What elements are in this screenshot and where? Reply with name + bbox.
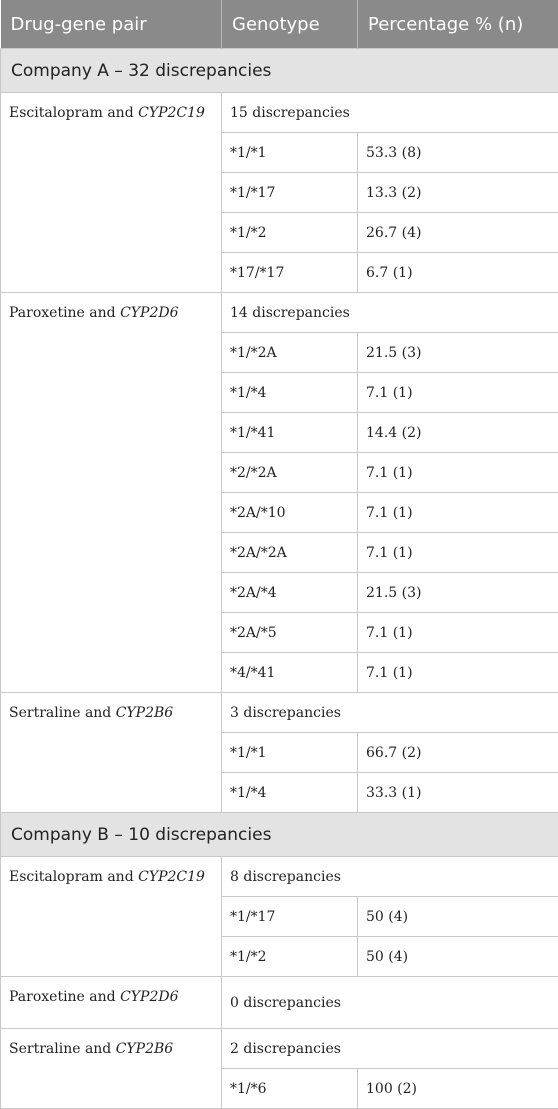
discrepancy-count: 14 discrepancies bbox=[222, 293, 558, 333]
drug-gene-pair-cell: Escitalopram and CYP2C19 bbox=[1, 857, 222, 977]
drug-gene-pair-row: Sertraline and CYP2B6 3 discrepancies bbox=[1, 693, 558, 733]
gene-name: CYP2B6 bbox=[116, 1041, 173, 1057]
genotype-cell: *17/*17 bbox=[222, 253, 358, 293]
drug-name: Sertraline and bbox=[9, 1041, 116, 1057]
section-header-row: Company B – 10 discrepancies bbox=[1, 813, 558, 857]
genotype-cell: *1/*4 bbox=[222, 773, 358, 813]
genotype-cell: *2A/*5 bbox=[222, 613, 358, 653]
discrepancy-count: 8 discrepancies bbox=[222, 857, 558, 897]
percentage-cell: 7.1 (1) bbox=[358, 453, 558, 493]
percentage-cell: 7.1 (1) bbox=[358, 653, 558, 693]
header-percentage: Percentage % (n) bbox=[358, 0, 558, 49]
gene-name: CYP2B6 bbox=[116, 705, 173, 721]
drug-gene-pair-row: Paroxetine and CYP2D6 14 discrepancies bbox=[1, 293, 558, 333]
percentage-cell: 66.7 (2) bbox=[358, 733, 558, 773]
genotype-cell: *1/*1 bbox=[222, 733, 358, 773]
percentage-cell: 50 (4) bbox=[358, 937, 558, 977]
drug-gene-pair-cell: Paroxetine and CYP2D6 bbox=[1, 293, 222, 693]
section-title: Company B – 10 discrepancies bbox=[1, 813, 558, 857]
percentage-cell: 26.7 (4) bbox=[358, 213, 558, 253]
drug-gene-pair-row: Escitalopram and CYP2C19 8 discrepancies bbox=[1, 857, 558, 897]
genotype-cell: *4/*41 bbox=[222, 653, 358, 693]
discrepancy-count: 0 discrepancies bbox=[222, 977, 558, 1029]
header-drug-gene-pair: Drug-gene pair bbox=[1, 0, 222, 49]
genotype-cell: *1/*17 bbox=[222, 897, 358, 937]
genotype-cell: *1/*2 bbox=[222, 213, 358, 253]
percentage-cell: 7.1 (1) bbox=[358, 373, 558, 413]
table-header: Drug-gene pair Genotype Percentage % (n) bbox=[1, 0, 558, 49]
gene-name: CYP2C19 bbox=[138, 105, 205, 121]
genotype-cell: *2A/*10 bbox=[222, 493, 358, 533]
percentage-cell: 21.5 (3) bbox=[358, 573, 558, 613]
drug-name: Escitalopram and bbox=[9, 105, 138, 121]
genotype-cell: *1/*2 bbox=[222, 937, 358, 977]
genotype-cell: *2A/*2A bbox=[222, 533, 358, 573]
percentage-cell: 53.3 (8) bbox=[358, 133, 558, 173]
discrepancy-count: 15 discrepancies bbox=[222, 93, 558, 133]
drug-name: Paroxetine and bbox=[9, 989, 120, 1005]
genotype-cell: *1/*4 bbox=[222, 373, 358, 413]
gene-name: CYP2D6 bbox=[120, 305, 178, 321]
drug-name: Sertraline and bbox=[9, 705, 116, 721]
header-genotype: Genotype bbox=[222, 0, 358, 49]
discrepancy-count: 2 discrepancies bbox=[222, 1029, 558, 1069]
genotype-cell: *1/*17 bbox=[222, 173, 358, 213]
discrepancy-count: 3 discrepancies bbox=[222, 693, 558, 733]
section-header-row: Company A – 32 discrepancies bbox=[1, 49, 558, 93]
percentage-cell: 14.4 (2) bbox=[358, 413, 558, 453]
drug-gene-pair-row: Sertraline and CYP2B6 2 discrepancies bbox=[1, 1029, 558, 1069]
percentage-cell: 100 (2) bbox=[358, 1069, 558, 1109]
percentage-cell: 6.7 (1) bbox=[358, 253, 558, 293]
percentage-cell: 7.1 (1) bbox=[358, 613, 558, 653]
section-title: Company A – 32 discrepancies bbox=[1, 49, 558, 93]
drug-gene-pair-cell: Escitalopram and CYP2C19 bbox=[1, 93, 222, 293]
drug-name: Paroxetine and bbox=[9, 305, 120, 321]
percentage-cell: 7.1 (1) bbox=[358, 533, 558, 573]
genotype-cell: *1/*6 bbox=[222, 1069, 358, 1109]
percentage-cell: 33.3 (1) bbox=[358, 773, 558, 813]
gene-name: CYP2D6 bbox=[120, 989, 178, 1005]
genotype-cell: *2A/*4 bbox=[222, 573, 358, 613]
genotype-cell: *2/*2A bbox=[222, 453, 358, 493]
genotype-cell: *1/*1 bbox=[222, 133, 358, 173]
gene-name: CYP2C19 bbox=[138, 869, 205, 885]
drug-gene-pair-row: Escitalopram and CYP2C19 15 discrepancies bbox=[1, 93, 558, 133]
percentage-cell: 50 (4) bbox=[358, 897, 558, 937]
genotype-cell: *1/*41 bbox=[222, 413, 358, 453]
percentage-cell: 13.3 (2) bbox=[358, 173, 558, 213]
drug-gene-pair-cell: Paroxetine and CYP2D6 bbox=[1, 977, 222, 1029]
percentage-cell: 21.5 (3) bbox=[358, 333, 558, 373]
drug-name: Escitalopram and bbox=[9, 869, 138, 885]
header-row: Drug-gene pair Genotype Percentage % (n) bbox=[1, 0, 558, 49]
drug-gene-pair-cell: Sertraline and CYP2B6 bbox=[1, 1029, 222, 1109]
drug-gene-pair-cell: Sertraline and CYP2B6 bbox=[1, 693, 222, 813]
percentage-cell: 7.1 (1) bbox=[358, 493, 558, 533]
genotype-cell: *1/*2A bbox=[222, 333, 358, 373]
